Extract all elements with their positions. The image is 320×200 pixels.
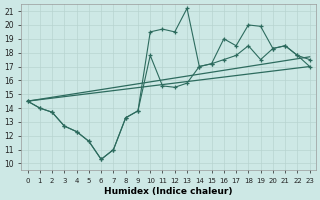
X-axis label: Humidex (Indice chaleur): Humidex (Indice chaleur) (104, 187, 233, 196)
